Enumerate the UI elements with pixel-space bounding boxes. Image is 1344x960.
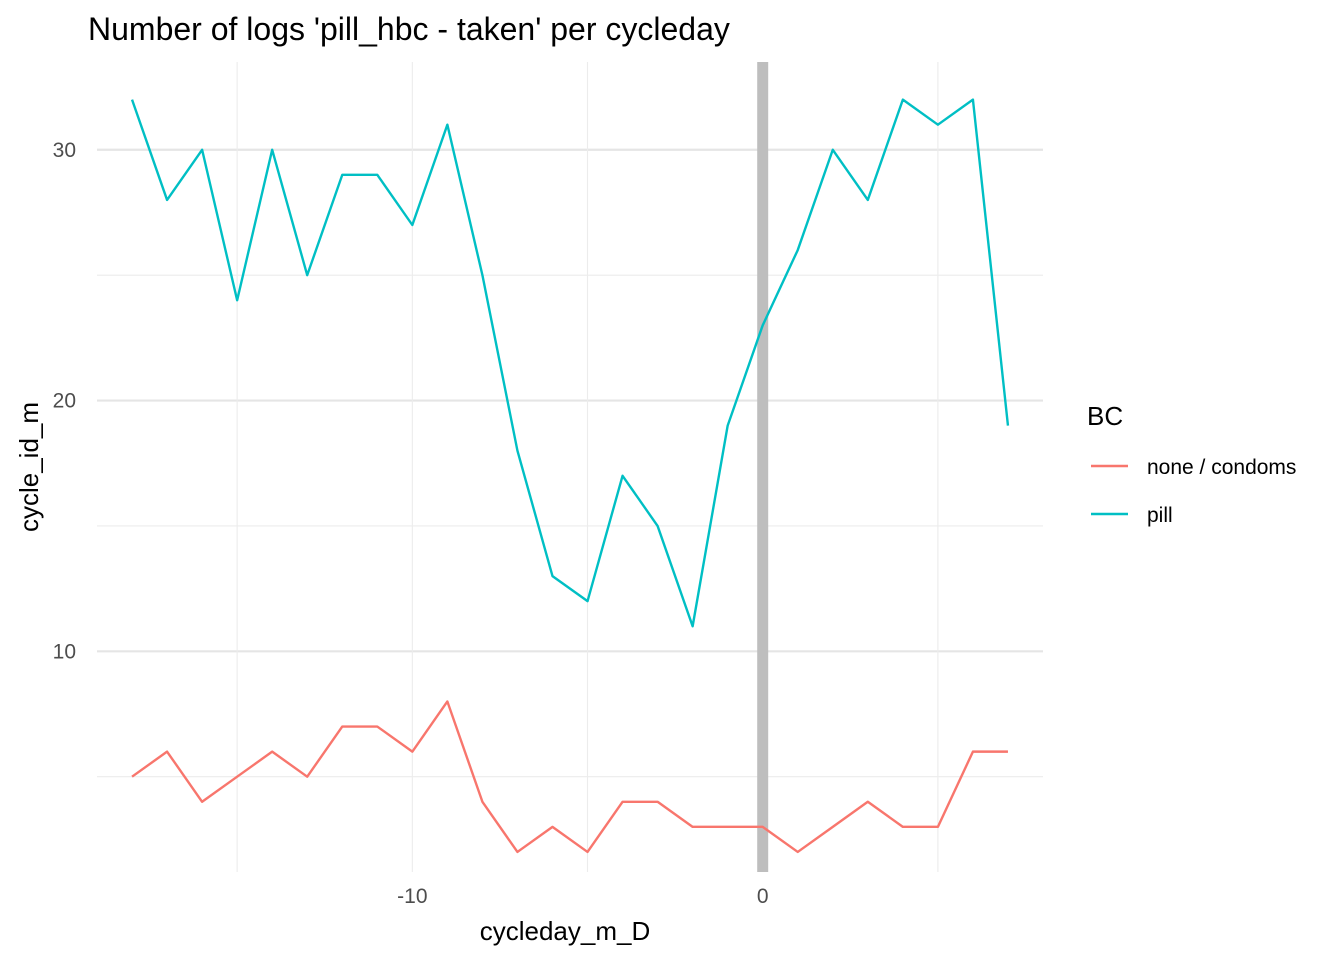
y-tick-labels: 10 20 30 [53,139,76,664]
series-line [131,700,1008,854]
legend-items: none / condoms pill [1091,456,1296,527]
x-tick-label: -10 [397,885,427,908]
legend: BC none / condoms pill [1087,401,1296,527]
y-tick-label: 10 [53,640,76,663]
y-tick-label: 30 [53,139,76,162]
x-tick-label: 0 [757,885,769,908]
legend-label: pill [1147,504,1173,527]
legend-title: BC [1087,401,1123,431]
grid [97,62,1043,872]
y-tick-label: 20 [53,390,76,413]
series-lines [130,98,1010,854]
x-tick-labels: -10 0 [397,885,768,908]
chart-title: Number of logs 'pill_hbc - taken' per cy… [88,11,730,47]
y-axis-label: cycle_id_m [14,402,44,532]
legend-label: none / condoms [1147,456,1296,479]
series-line [130,98,1010,628]
x-axis-label: cycleday_m_D [480,916,651,946]
